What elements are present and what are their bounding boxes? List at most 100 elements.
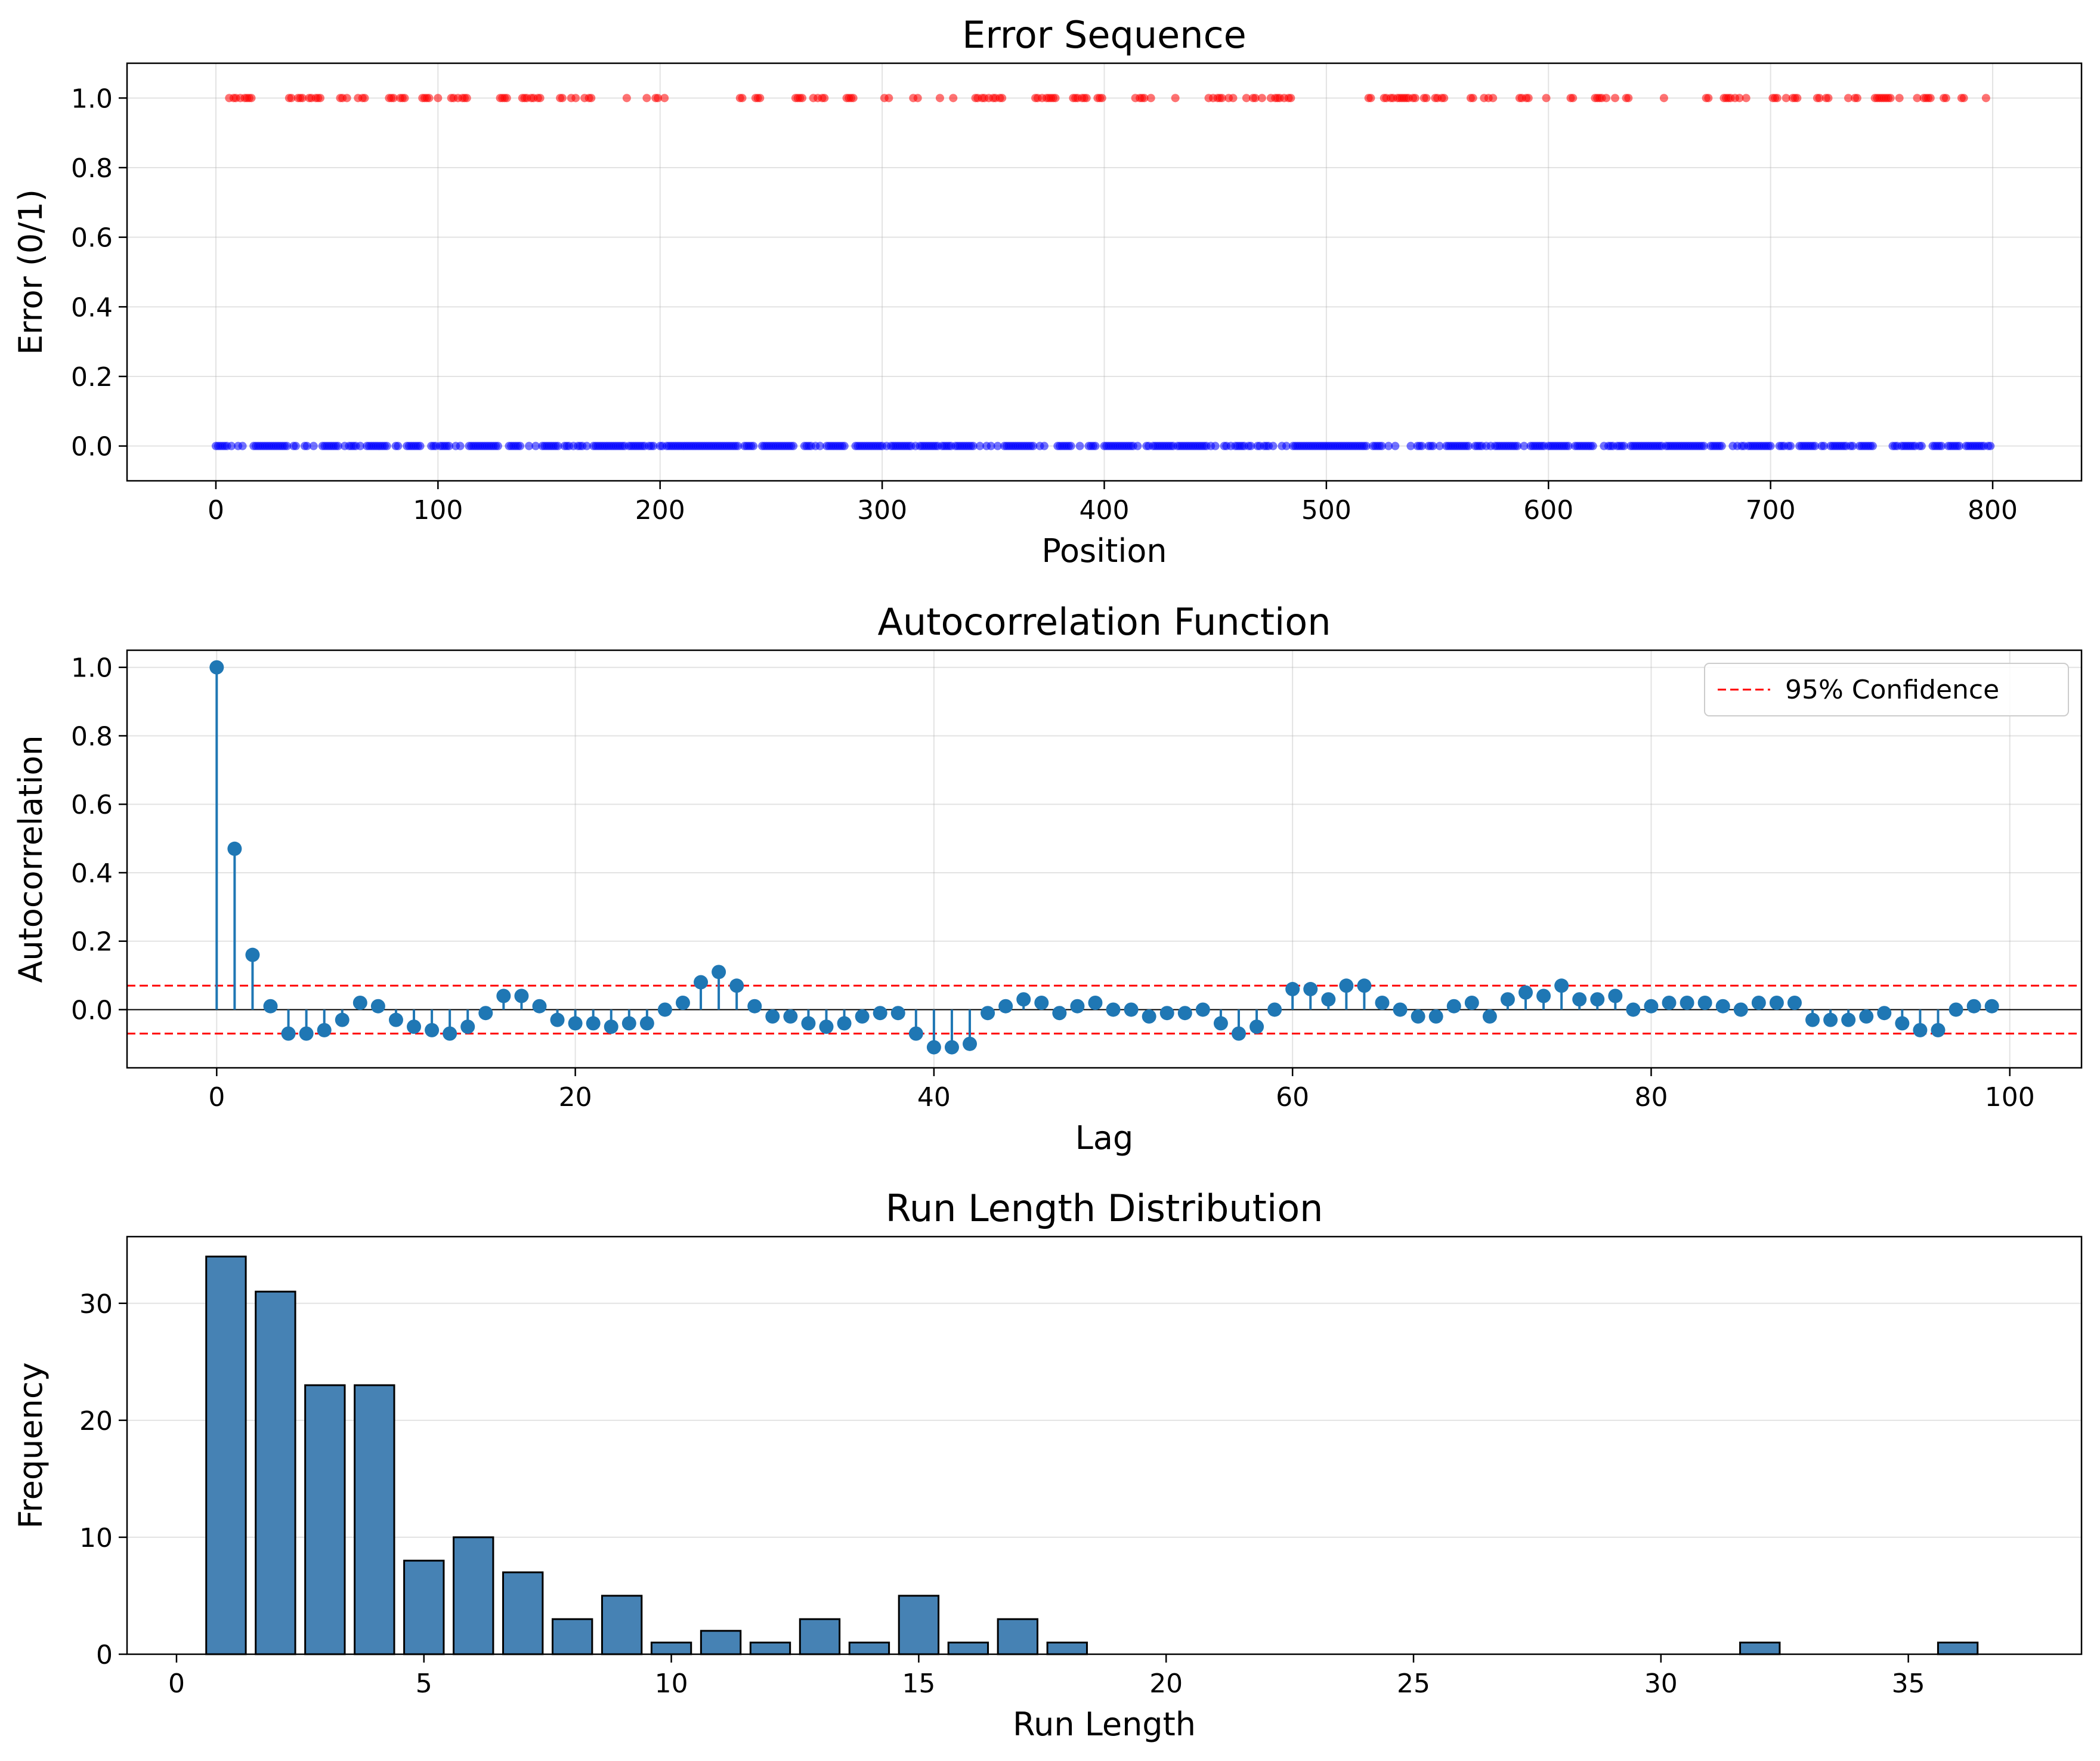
correct-point	[1619, 441, 1628, 450]
acf-marker	[747, 999, 762, 1014]
error-point	[1051, 94, 1060, 103]
autocorrelation-frame	[126, 649, 2083, 1069]
autocorrelation-marks	[127, 660, 2082, 1055]
acf-marker	[1285, 982, 1300, 997]
run-length-xtick-label: 20	[1149, 1669, 1183, 1699]
correct-point	[516, 441, 525, 450]
correct-point	[238, 441, 247, 450]
error-point	[1082, 94, 1091, 103]
panel-autocorrelation: 0 20 40 60 80 100 0.0 0.2 0.4 0.6 0.8 1.0 95% Confid…	[12, 600, 2083, 1157]
acf-marker	[1536, 988, 1551, 1003]
correct-point	[1435, 441, 1444, 450]
error-point	[1782, 94, 1790, 103]
correct-point	[309, 441, 318, 450]
error-point	[1217, 94, 1226, 103]
acf-marker	[1177, 1006, 1192, 1021]
autocorrelation-xtick-label: 60	[1276, 1082, 1309, 1113]
acf-marker	[1984, 999, 1999, 1014]
correct-point	[815, 441, 824, 450]
run-length-ticks: 0 5 10 15 20 25 30 35 0 10 20 30	[79, 1289, 1925, 1699]
error-sequence-xtick-label: 400	[1080, 495, 1130, 526]
panel-error-sequence: 0 100 200 300 400 500 600 700 800 0.0 0.2 0.4 0.6 0.8…	[12, 13, 2083, 570]
correct-point	[456, 441, 465, 450]
acf-marker	[407, 1019, 422, 1034]
correct-point	[1717, 441, 1726, 450]
run-length-bar	[453, 1536, 494, 1655]
error-point	[1602, 94, 1611, 103]
run-length-bar	[205, 1255, 247, 1655]
run-length-xlabel: Run Length	[1013, 1706, 1196, 1743]
acf-marker	[1357, 978, 1372, 993]
error-point	[1422, 94, 1431, 103]
acf-marker	[1231, 1026, 1246, 1041]
correct-point	[975, 441, 984, 450]
run-length-bar	[601, 1595, 643, 1655]
acf-marker	[1142, 1009, 1156, 1024]
error-point	[1659, 94, 1668, 103]
error-sequence-xtick-label: 600	[1523, 495, 1573, 526]
acf-marker	[1393, 1002, 1408, 1017]
correct-point	[1848, 441, 1857, 450]
correct-point	[1040, 441, 1049, 450]
error-point	[1844, 94, 1852, 103]
error-sequence-xtick-label: 200	[635, 495, 685, 526]
error-point	[1852, 94, 1861, 103]
run-length-ytick-label: 20	[79, 1406, 113, 1436]
acf-marker	[370, 999, 385, 1014]
correct-point	[1029, 441, 1038, 450]
run-length-bar	[1739, 1641, 1781, 1655]
error-point	[1251, 94, 1260, 103]
correct-point	[993, 441, 1002, 450]
correct-point	[356, 441, 365, 450]
acf-marker	[514, 988, 529, 1003]
acf-marker	[639, 1016, 654, 1031]
correct-point	[1786, 441, 1795, 450]
correct-point	[1520, 441, 1529, 450]
run-length-title: Run Length Distribution	[886, 1187, 1323, 1230]
acf-marker	[1482, 1009, 1497, 1024]
acf-marker	[532, 999, 547, 1014]
error-point	[1489, 94, 1498, 103]
error-point	[425, 94, 434, 103]
error-point	[1815, 94, 1824, 103]
error-sequence-xlabel: Position	[1041, 532, 1167, 570]
run-length-bar	[650, 1641, 692, 1655]
acf-marker	[1895, 1016, 1910, 1031]
error-point	[1610, 94, 1619, 103]
autocorrelation-ylabel: Autocorrelation	[12, 735, 50, 983]
acf-marker	[1751, 995, 1766, 1010]
acf-marker	[873, 1006, 887, 1021]
error-point	[1704, 94, 1713, 103]
acf-marker	[388, 1012, 403, 1027]
acf-marker	[1877, 1006, 1892, 1021]
acf-marker	[478, 1006, 493, 1021]
run-length-bar	[700, 1630, 742, 1655]
acf-marker	[227, 841, 242, 856]
acf-marker	[281, 1026, 296, 1041]
acf-marker	[981, 1006, 995, 1021]
error-sequence-xtick-label: 800	[1968, 495, 2018, 526]
correct-point	[227, 441, 236, 450]
error-point	[1366, 94, 1375, 103]
error-point	[884, 94, 893, 103]
correct-point	[1917, 441, 1926, 450]
correct-point	[986, 441, 995, 450]
acf-marker	[1697, 995, 1712, 1010]
run-length-bar	[403, 1559, 445, 1655]
run-length-bar	[502, 1571, 544, 1655]
acf-marker	[1250, 1019, 1264, 1034]
correct-point	[1247, 441, 1255, 450]
run-length-bar	[749, 1641, 791, 1655]
error-sequence-xtick-label: 700	[1746, 495, 1796, 526]
error-point	[1097, 94, 1106, 103]
correct-point	[283, 441, 292, 450]
error-point	[935, 94, 944, 103]
run-length-ylabel: Frequency	[12, 1363, 50, 1529]
run-length-bar	[1937, 1641, 1979, 1655]
error-sequence-ytick-label: 0.6	[71, 223, 113, 254]
acf-marker	[1267, 1002, 1282, 1017]
correct-point	[649, 441, 658, 450]
run-length-bar	[947, 1641, 989, 1655]
correct-point	[1066, 441, 1075, 450]
correct-point	[525, 441, 534, 450]
